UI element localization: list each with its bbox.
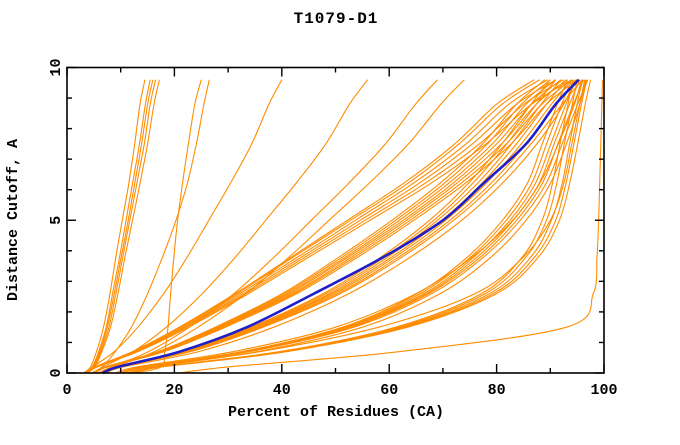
model-series-line [97, 79, 438, 374]
model-series-line [179, 79, 603, 374]
model-series-line [84, 79, 283, 374]
model-series-line [91, 79, 369, 374]
x-tick-label: 60 [380, 382, 398, 399]
model-series-line [87, 79, 556, 374]
y-tick-label: 5 [48, 216, 65, 225]
model-series-line [132, 79, 202, 374]
x-axis-title: Percent of Residues (CA) [228, 404, 444, 421]
model-series-line [84, 79, 151, 374]
model-series-line [115, 79, 582, 374]
model-series-line [126, 79, 587, 374]
model-series-line [84, 79, 154, 374]
model-series-line [86, 79, 160, 374]
x-tick-label: 0 [62, 382, 71, 399]
model-series-line [86, 79, 535, 374]
model-series-line [91, 79, 210, 374]
y-tick-label: 10 [48, 58, 65, 76]
model-series-line [83, 79, 146, 374]
series-layer [83, 78, 603, 375]
chart-title: T1079-D1 [294, 10, 379, 28]
y-axis-title: Distance Cutoff, A [5, 139, 22, 301]
model-series-line [93, 79, 546, 374]
model-series-line [85, 79, 157, 374]
model-series-line [87, 79, 564, 374]
reference-series-line [102, 78, 580, 375]
model-series-line [101, 79, 567, 374]
x-tick-label: 80 [488, 382, 506, 399]
model-series-line [119, 79, 569, 374]
x-tick-label: 100 [590, 382, 617, 399]
x-tick-label: 40 [273, 382, 291, 399]
y-tick-label: 0 [48, 368, 65, 377]
axes-layer: 0 20 40 60 80 100 0 5 10 [48, 58, 618, 399]
model-series-line [100, 79, 465, 374]
x-tick-label: 20 [165, 382, 183, 399]
model-series-line [86, 79, 548, 374]
model-series-line [106, 79, 576, 374]
model-series-line [86, 79, 540, 374]
